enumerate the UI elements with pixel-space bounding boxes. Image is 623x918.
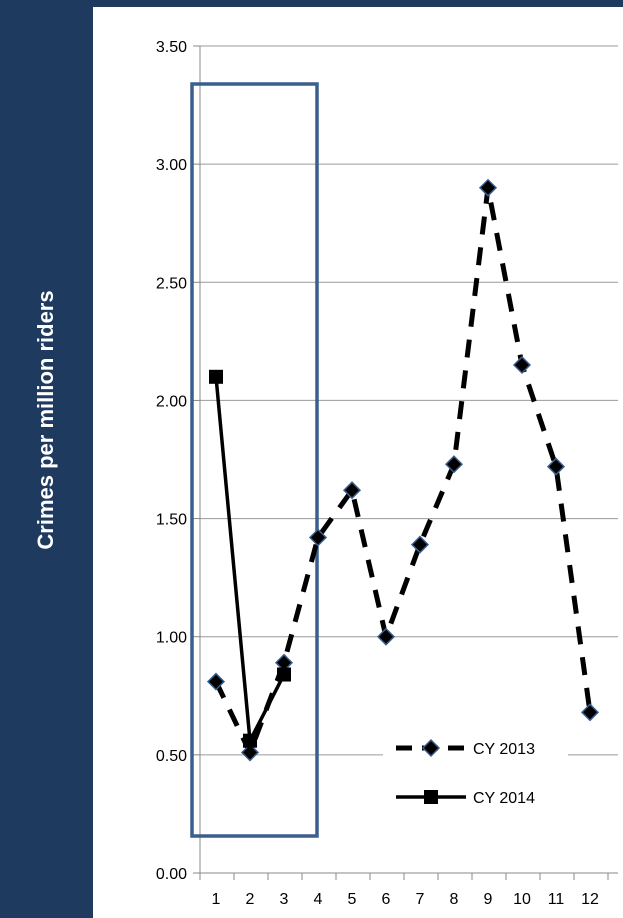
series-marker-0 (478, 178, 498, 197)
series-marker-1 (277, 667, 291, 682)
series-marker-1 (243, 733, 257, 748)
y-tick-label: 1.00 (156, 630, 187, 647)
series-marker-0 (376, 627, 396, 646)
series-marker-0 (342, 481, 362, 500)
x-tick-label: 11 (548, 891, 565, 908)
series-marker-0 (546, 457, 566, 476)
x-tick-label: 5 (348, 891, 357, 908)
y-tick-label: 2.00 (156, 393, 187, 410)
series-marker-0 (512, 355, 532, 375)
y-tick-label: 1.50 (156, 512, 187, 529)
x-tick-label: 8 (450, 891, 459, 908)
x-tick-label: 1 (212, 891, 221, 908)
series-line-1 (214, 376, 286, 747)
x-tick-label: 10 (513, 891, 531, 908)
y-axis-label-band: Crimes per million riders (0, 0, 93, 918)
x-tick-label: 4 (314, 891, 323, 908)
legend-background (383, 728, 568, 828)
series-marker-0 (240, 743, 260, 762)
series-line-0 (213, 187, 593, 759)
x-tick-label: 9 (484, 891, 493, 908)
x-tick-label: 7 (416, 891, 425, 908)
series-marker-0 (206, 672, 226, 691)
y-tick-label: 3.50 (156, 39, 187, 56)
y-tick-label: 0.50 (156, 748, 187, 765)
x-tick-label: 12 (581, 891, 599, 908)
x-tick-label: 6 (382, 891, 391, 908)
legend-label-1: CY 2014 (473, 790, 535, 807)
y-tick-label: 3.00 (156, 157, 187, 174)
legend-marker-0 (421, 738, 441, 758)
legend-label-0: CY 2013 (473, 741, 535, 758)
highlight-box (190, 82, 319, 838)
series-marker-0 (580, 703, 600, 722)
series-marker-0 (410, 535, 430, 554)
x-tick-label: 3 (280, 891, 289, 908)
y-tick-label: 2.50 (156, 275, 187, 292)
x-tick-label: 2 (246, 891, 255, 908)
series-marker-0 (444, 455, 464, 474)
series-marker-0 (308, 528, 328, 547)
series-marker-1 (209, 369, 223, 384)
y-tick-label: 0.00 (156, 866, 187, 883)
legend-marker-1 (424, 790, 438, 804)
